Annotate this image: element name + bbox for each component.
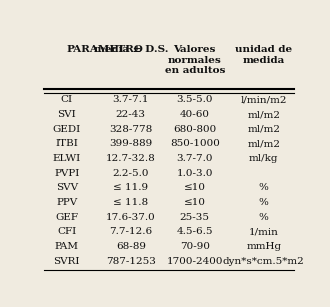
Text: PPV: PPV xyxy=(56,198,78,207)
Text: %: % xyxy=(259,183,269,192)
Text: Valores
normales
en adultos: Valores normales en adultos xyxy=(165,45,225,75)
Text: 1.0-3.0: 1.0-3.0 xyxy=(177,169,213,178)
Text: ml/kg: ml/kg xyxy=(249,154,279,163)
Text: 70-90: 70-90 xyxy=(180,242,210,251)
Text: 1/min: 1/min xyxy=(249,227,279,236)
Text: 4.5-6.5: 4.5-6.5 xyxy=(177,227,213,236)
Text: 40-60: 40-60 xyxy=(180,110,210,119)
Text: 12.7-32.8: 12.7-32.8 xyxy=(106,154,156,163)
Text: ITBI: ITBI xyxy=(55,139,78,148)
Text: 25-35: 25-35 xyxy=(180,213,210,222)
Text: %: % xyxy=(259,213,269,222)
Text: CFI: CFI xyxy=(57,227,77,236)
Text: 850-1000: 850-1000 xyxy=(170,139,220,148)
Text: %: % xyxy=(259,198,269,207)
Text: SVRI: SVRI xyxy=(53,257,80,266)
Text: media ± D.S.: media ± D.S. xyxy=(93,45,168,54)
Text: PARAMETRO: PARAMETRO xyxy=(67,45,144,54)
Text: PVPI: PVPI xyxy=(54,169,80,178)
Text: ml/m2: ml/m2 xyxy=(247,125,280,134)
Text: 787-1253: 787-1253 xyxy=(106,257,156,266)
Text: ≤10: ≤10 xyxy=(184,198,206,207)
Text: 17.6-37.0: 17.6-37.0 xyxy=(106,213,156,222)
Text: 680-800: 680-800 xyxy=(173,125,216,134)
Text: GEF: GEF xyxy=(55,213,78,222)
Text: ml/m2: ml/m2 xyxy=(247,139,280,148)
Text: 2.2-5.0: 2.2-5.0 xyxy=(113,169,149,178)
Text: 3.7-7.0: 3.7-7.0 xyxy=(177,154,213,163)
Text: SVI: SVI xyxy=(57,110,76,119)
Text: 399-889: 399-889 xyxy=(109,139,152,148)
Text: 328-778: 328-778 xyxy=(109,125,152,134)
Text: CI: CI xyxy=(61,95,73,104)
Text: 3.5-5.0: 3.5-5.0 xyxy=(177,95,213,104)
Text: 68-89: 68-89 xyxy=(116,242,146,251)
Text: ≤ 11.8: ≤ 11.8 xyxy=(113,198,148,207)
Text: PAM: PAM xyxy=(55,242,79,251)
Text: ELWI: ELWI xyxy=(53,154,81,163)
Text: ≤10: ≤10 xyxy=(184,183,206,192)
Text: ≤ 11.9: ≤ 11.9 xyxy=(113,183,148,192)
Text: unidad de
medida: unidad de medida xyxy=(235,45,292,64)
Text: dyn*s*cm.5*m2: dyn*s*cm.5*m2 xyxy=(223,257,305,266)
Text: 22-43: 22-43 xyxy=(116,110,146,119)
Text: mmHg: mmHg xyxy=(246,242,281,251)
Text: SVV: SVV xyxy=(56,183,78,192)
Text: l/min/m2: l/min/m2 xyxy=(241,95,287,104)
Text: GEDI: GEDI xyxy=(53,125,81,134)
Text: 1700-2400: 1700-2400 xyxy=(166,257,223,266)
Text: 3.7-7.1: 3.7-7.1 xyxy=(113,95,149,104)
Text: ml/m2: ml/m2 xyxy=(247,110,280,119)
Text: 7.7-12.6: 7.7-12.6 xyxy=(109,227,152,236)
